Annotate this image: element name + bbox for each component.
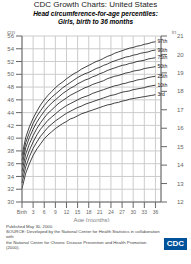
svg-text:90th: 90th [157,47,167,53]
svg-text:20: 20 [177,52,183,58]
svg-text:3rd: 3rd [157,91,164,97]
svg-text:32: 32 [8,186,15,192]
svg-text:in: in [172,29,177,35]
svg-text:16: 16 [177,125,183,131]
svg-text:75th: 75th [157,54,167,60]
svg-text:52: 52 [8,59,15,65]
svg-text:36: 36 [153,209,159,215]
html-text:CDC Growth Charts: United Stat: CDC Growth Charts: United States [33,0,158,9]
svg-text:9: 9 [54,209,57,215]
html-text:SOURCE: Developed by the Natio: SOURCE: Developed by the National Center… [6,229,160,250]
svg-text:46: 46 [8,97,15,103]
svg-text:30: 30 [8,199,15,205]
svg-text:6: 6 [43,209,46,215]
svg-text:15: 15 [177,144,183,150]
svg-text:12: 12 [177,199,183,205]
svg-text:14: 14 [177,162,183,168]
svg-text:18: 18 [177,88,183,94]
svg-text:24: 24 [108,209,114,215]
svg-text:50th: 50th [157,63,167,69]
svg-text:27: 27 [119,209,125,215]
svg-text:17: 17 [177,107,183,113]
html-text:Head circumference-for-age per: Head circumference-for-age percentiles: … [33,10,158,25]
svg-text:21: 21 [97,209,103,215]
svg-text:3: 3 [32,209,35,215]
html-text:CDC: CDC [166,239,184,248]
svg-text:34: 34 [8,174,15,180]
svg-text:25th: 25th [157,73,167,79]
svg-text:36: 36 [8,161,15,167]
svg-text:cm: cm [8,29,15,35]
svg-text:42: 42 [8,123,15,129]
svg-text:97th: 97th [157,38,167,44]
svg-text:Birth: Birth [17,209,28,215]
svg-text:38: 38 [8,148,15,154]
svg-text:30: 30 [130,209,136,215]
svg-text:Age (months): Age (months) [73,217,109,222]
svg-text:13: 13 [177,181,183,187]
svg-text:21: 21 [177,33,183,39]
svg-text:40: 40 [8,135,15,141]
svg-text:33: 33 [142,209,148,215]
svg-text:18: 18 [86,209,92,215]
svg-text:15: 15 [75,209,81,215]
svg-text:48: 48 [8,84,15,90]
svg-text:12: 12 [64,209,70,215]
svg-text:44: 44 [8,110,15,116]
svg-text:10th: 10th [157,82,167,88]
svg-text:19: 19 [177,70,183,76]
html-text:Published May 30, 2000.: Published May 30, 2000. [6,224,54,229]
svg-text:54: 54 [8,46,15,52]
svg-text:50: 50 [8,71,15,77]
